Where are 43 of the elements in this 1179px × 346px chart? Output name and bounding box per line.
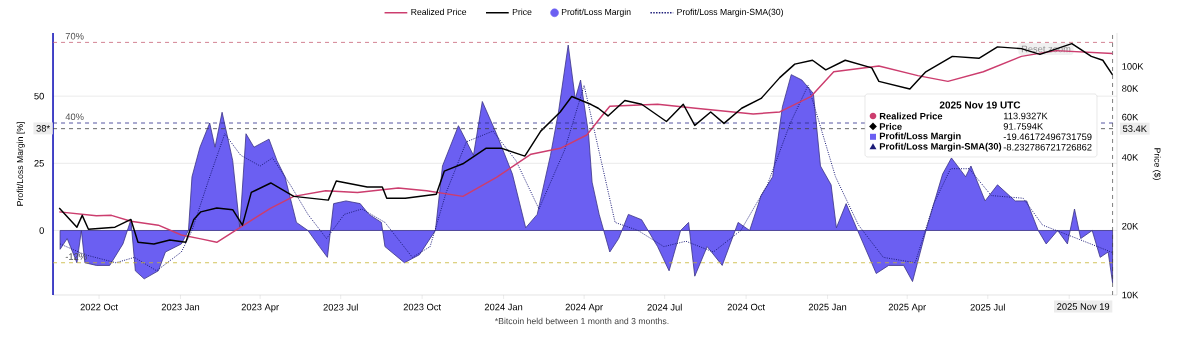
x-tick-label: 2025 Apr (888, 303, 926, 313)
legend-label: Profit/Loss Margin (561, 8, 631, 17)
y2-tick-label: 20K (1122, 222, 1139, 230)
annotation: Profit/Loss Margin (879, 132, 961, 142)
x-tick-label: 2023 Jan (161, 303, 200, 311)
annotation: 2025 Nov 19 UTC (939, 101, 1021, 109)
y-tick-label: 0 (39, 227, 44, 234)
x-tick-label: 2024 Jan (484, 303, 523, 311)
legend-label: Profit/Loss Margin-SMA(30) (677, 8, 783, 17)
y-axis-title: Profit/Loss Margin [%] (16, 122, 25, 206)
annotation: 91.7594K (1003, 123, 1044, 130)
ref-line-label: 70% (65, 32, 84, 40)
legend-label: Price (512, 8, 532, 15)
annotation: Profit/Loss Margin-SMA(30) (879, 142, 1002, 152)
y-tick-label: 25 (34, 160, 44, 167)
x-tick-label: 2023 Apr (241, 303, 279, 313)
y2-tick-label: 40K (1121, 154, 1139, 161)
annotation: -8.232786721726862 (1003, 143, 1092, 151)
legend-label: Realized Price (411, 8, 467, 15)
x-tick-label: 2022 Oct (80, 303, 118, 311)
y2-tick-label: 10K (1122, 291, 1139, 299)
y2-tick-label: 100K (1122, 63, 1144, 70)
x-tick-label: 2024 Jul (647, 303, 682, 311)
y-tick-label: 50 (34, 92, 44, 100)
ref-line-label: 53.4K (1122, 125, 1147, 132)
x-tick-label: 2023 Jul (323, 303, 358, 311)
line-series (59, 84, 1114, 272)
y2-tick-label: 80K (1122, 85, 1139, 92)
annotation: Realized Price (879, 112, 943, 120)
x-tick-label: 2023 Oct (403, 303, 441, 311)
text: *Bitcoin held between 1 month and 3 months. (494, 317, 669, 325)
ref-line-label: 40% (65, 113, 84, 121)
x-tick-label: 2025 Jul (970, 303, 1005, 311)
annotation: Price (879, 122, 902, 130)
annotation: 38* (36, 125, 50, 132)
y2-axis-title: Price ($) (1152, 148, 1161, 180)
y2-tick-label: 60K (1122, 113, 1139, 121)
annotation: 113.9327K (1003, 112, 1048, 120)
x-tick-label: 2024 Oct (727, 303, 765, 311)
annotation: -19.46172496731759 (1003, 133, 1092, 141)
x-tick-label: 2025 Jan (808, 303, 847, 311)
ref-line-label: 2025 Nov 19 (1057, 303, 1110, 310)
x-tick-label: 2024 Apr (565, 303, 603, 313)
